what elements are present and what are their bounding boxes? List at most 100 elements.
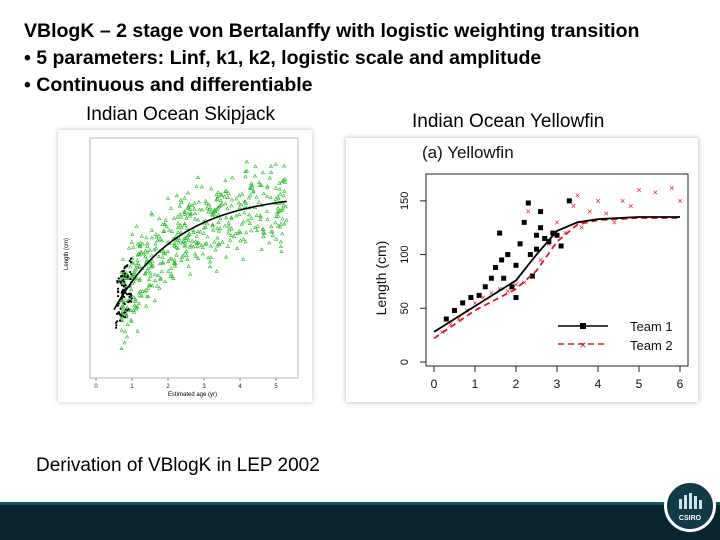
skipjack-point xyxy=(215,225,220,230)
skipjack-point xyxy=(187,202,192,206)
skipjack-young-point xyxy=(123,275,126,278)
skipjack-young-point xyxy=(117,295,120,298)
team1-point xyxy=(534,246,539,252)
skipjack-point xyxy=(156,233,162,238)
team1-fit-curve xyxy=(433,216,680,333)
skipjack-point xyxy=(273,220,278,225)
skipjack-point xyxy=(160,254,165,259)
skipjack-point xyxy=(149,235,155,240)
y-tick-label: 100 xyxy=(399,245,411,263)
skipjack-point xyxy=(268,195,273,199)
team1-point xyxy=(538,225,544,231)
skipjack-point xyxy=(195,229,201,233)
skipjack-young-point xyxy=(125,293,129,296)
skipjack-point xyxy=(239,222,244,226)
skipjack-point xyxy=(213,247,218,252)
skipjack-young-point xyxy=(124,308,127,311)
footer-accent-line xyxy=(0,502,720,505)
team2-point: × xyxy=(636,185,641,195)
skipjack-point xyxy=(168,274,174,278)
skipjack-young-point xyxy=(122,295,126,299)
skipjack-point xyxy=(123,329,128,334)
skipjack-point xyxy=(129,275,134,280)
skipjack-point xyxy=(138,288,143,293)
skipjack-point xyxy=(233,231,238,235)
skipjack-point xyxy=(153,278,158,283)
skipjack-point xyxy=(243,199,248,204)
skipjack-point xyxy=(281,177,286,182)
team2-point: × xyxy=(526,207,531,217)
skipjack-point xyxy=(249,181,254,185)
skipjack-point xyxy=(165,259,171,263)
skipjack-point xyxy=(211,227,216,232)
skipjack-point xyxy=(217,226,223,230)
team2-point: × xyxy=(448,319,453,329)
skipjack-point xyxy=(185,190,191,195)
x-tick-label: 1 xyxy=(472,377,479,391)
skipjack-young-point xyxy=(115,326,118,329)
team2-point: × xyxy=(612,217,617,227)
skipjack-point xyxy=(216,228,222,233)
skipjack-point xyxy=(183,243,188,248)
skipjack-point xyxy=(164,224,169,229)
skipjack-point xyxy=(137,290,142,295)
figure-caption: Derivation of VBlogK in LEP 2002 xyxy=(36,455,320,476)
skipjack-point xyxy=(248,192,253,197)
skipjack-point xyxy=(216,220,221,224)
skipjack-point xyxy=(144,287,149,292)
skipjack-point xyxy=(168,205,174,210)
skipjack-point xyxy=(177,237,182,242)
skipjack-point xyxy=(268,164,274,168)
x-tick-label: 0 xyxy=(431,377,438,391)
skipjack-point xyxy=(144,235,149,240)
skipjack-point xyxy=(144,259,149,264)
skipjack-young-point xyxy=(123,272,126,275)
skipjack-point xyxy=(131,295,136,299)
skipjack-point xyxy=(135,241,141,246)
skipjack-point xyxy=(210,213,215,217)
skipjack-young-point xyxy=(130,297,133,300)
skipjack-point xyxy=(162,279,168,283)
skipjack-point xyxy=(284,217,289,222)
skipjack-point xyxy=(169,265,174,270)
skipjack-point xyxy=(186,231,192,236)
skipjack-point xyxy=(165,249,171,254)
skipjack-fit-curve xyxy=(113,200,287,310)
skipjack-point xyxy=(254,194,259,199)
skipjack-point xyxy=(153,241,158,246)
title-line-3: • Continuous and differentiable xyxy=(24,74,313,96)
skipjack-young-point xyxy=(129,270,132,274)
skipjack-point xyxy=(171,216,177,220)
skipjack-point xyxy=(131,310,137,314)
skipjack-point xyxy=(140,288,145,293)
skipjack-point xyxy=(175,225,181,229)
skipjack-point xyxy=(184,215,189,220)
skipjack-young-point xyxy=(128,295,131,298)
skipjack-point xyxy=(249,184,255,189)
skipjack-point xyxy=(258,214,264,219)
yellowfin-plot: (a) Yellowfin 0 50 100 150 0 1 2 3 4 5 6 Length (… xyxy=(373,143,689,391)
team1-point xyxy=(509,284,515,290)
skipjack-point xyxy=(253,164,258,168)
skipjack-point xyxy=(280,206,285,211)
skipjack-point xyxy=(235,230,241,235)
skipjack-point xyxy=(249,216,254,220)
team2-point: × xyxy=(653,187,658,197)
skipjack-young-point xyxy=(127,308,130,311)
skipjack-point xyxy=(192,206,197,211)
skipjack-point xyxy=(120,256,126,261)
skipjack-x-tick-label: 3 xyxy=(202,384,206,390)
team2-point: × xyxy=(620,196,625,206)
skipjack-point xyxy=(219,201,225,206)
skipjack-young-point xyxy=(115,321,118,324)
skipjack-point xyxy=(247,185,253,190)
team1-point xyxy=(521,219,527,225)
team2-fit-curve xyxy=(433,217,680,340)
skipjack-point xyxy=(229,203,234,208)
team1-point xyxy=(499,257,505,263)
skipjack-point xyxy=(199,243,204,247)
skipjack-point xyxy=(208,254,214,259)
skipjack-point xyxy=(153,231,159,236)
skipjack-point xyxy=(260,170,266,175)
skipjack-point xyxy=(247,221,253,225)
